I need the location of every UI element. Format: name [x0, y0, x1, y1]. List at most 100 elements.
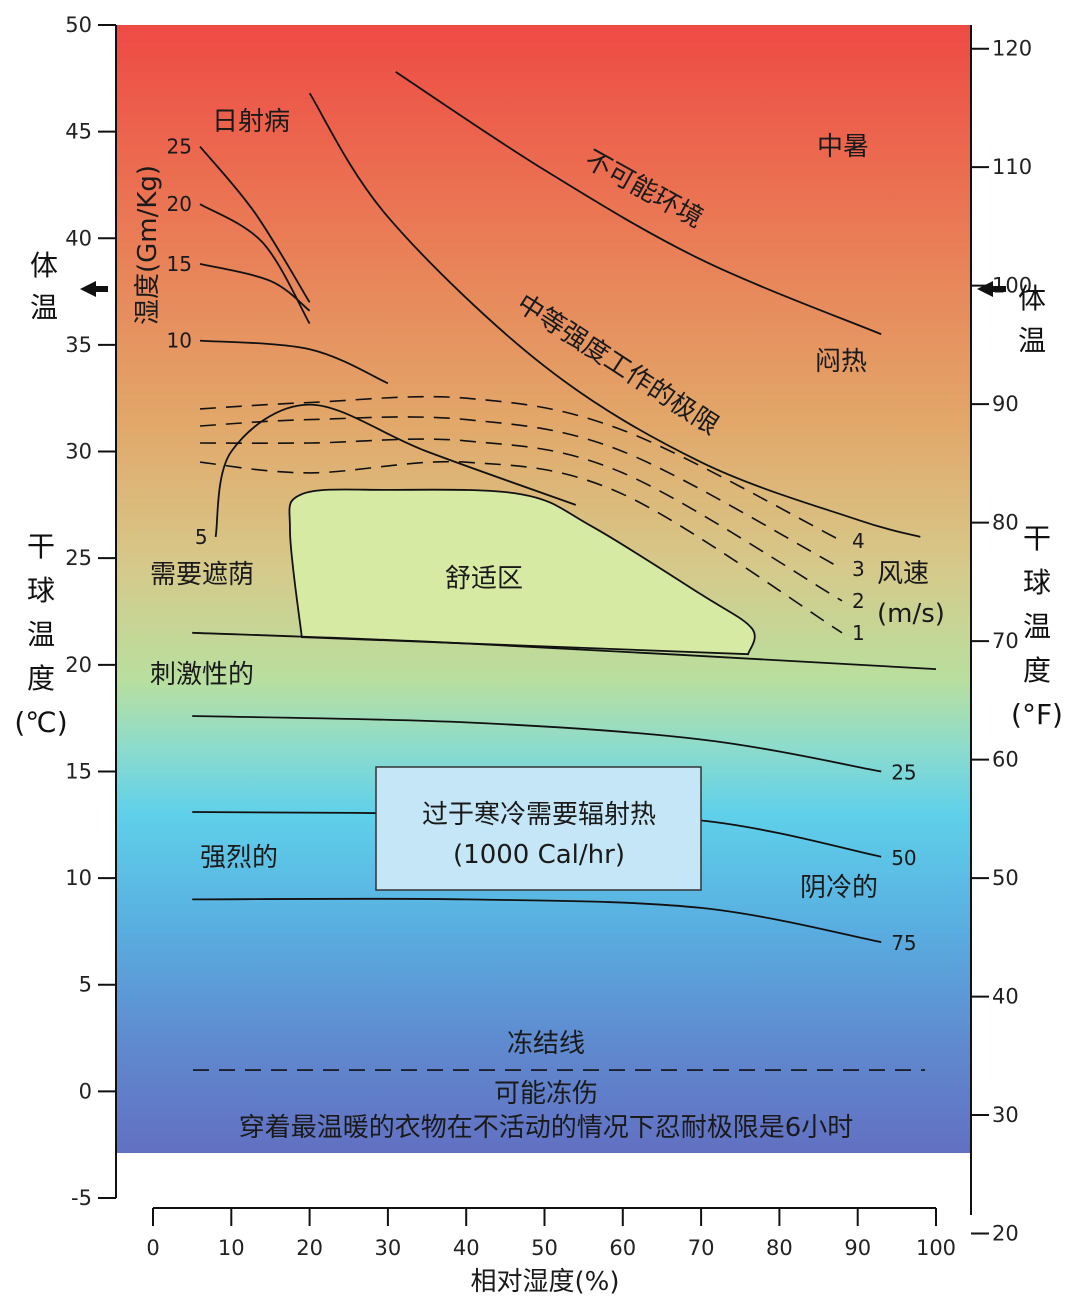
body-temp-right-label: 体温 [1018, 282, 1046, 357]
radiant-heat-curve [192, 897, 882, 943]
right-tick-label: 90 [992, 392, 1019, 416]
left-tick-label: 35 [65, 333, 92, 357]
leftYLabel-char: (℃) [14, 706, 67, 739]
bottom-note: 穿着最温暖的衣物在不活动的情况下忍耐极限是6小时 [239, 1113, 854, 1143]
leftYLabel-char: 度 [27, 662, 55, 695]
wind-speed-curve [199, 460, 843, 634]
wind-speed-curves: 4 3 2 1 [199, 395, 865, 645]
x-tick-label: 80 [766, 1236, 793, 1260]
right-axis-ticks: 20 30 40 50 60 70 80 90 100 110 120 [971, 37, 1032, 1246]
wind-speed-label: 4 [852, 529, 865, 553]
left-axis-ticks: -5 0 5 10 15 20 25 30 35 40 45 50 [65, 13, 116, 1210]
radiant-heat-label: 75 [891, 931, 916, 955]
left-tick-label: 20 [65, 653, 92, 677]
left-tick-label: 10 [65, 866, 92, 890]
humidity-curve [199, 146, 311, 303]
left-tick-label: 30 [65, 440, 92, 464]
humidity-curve-label: 5 [195, 525, 208, 549]
right-tick-label: 40 [992, 985, 1019, 1009]
radiant-heat-curve [192, 715, 882, 773]
boundary-curves [192, 71, 937, 670]
left-tick-label: 15 [65, 759, 92, 783]
bodyTempLeft-char: 温 [30, 291, 58, 324]
too-cold-box [375, 766, 702, 891]
boundary-curve [308, 92, 921, 538]
humidity-curve [199, 203, 311, 325]
x-tick-label: 100 [916, 1236, 956, 1260]
left-tick-label: 25 [65, 546, 92, 570]
comfort-zone-area [288, 488, 756, 656]
right-tick-label: 110 [992, 155, 1032, 179]
left-tick-label: 45 [65, 120, 92, 144]
x-tick-label: 50 [531, 1236, 558, 1260]
x-tick-label: 90 [844, 1236, 871, 1260]
body-temp-left-label: 体温 [30, 249, 58, 324]
rightYLabel-char: 度 [1023, 654, 1051, 687]
right-tick-label: 80 [992, 511, 1019, 535]
label-sunstroke: 日射病 [212, 107, 290, 137]
boundary-curve [192, 631, 937, 670]
right-tick-label: 60 [992, 748, 1019, 772]
label-strong: 强烈的 [200, 843, 278, 873]
bodyTempLeft-char: 体 [30, 249, 58, 282]
rightYLabel-char: 干 [1023, 522, 1051, 555]
wind-speed-curve [199, 438, 843, 602]
x-tick-label: 30 [375, 1236, 402, 1260]
humidity-curve [199, 339, 389, 385]
humidity-curve-label: 15 [167, 252, 192, 276]
leftYLabel-char: 球 [27, 574, 55, 607]
label-chilly: 阴冷的 [800, 873, 878, 903]
x-tick-label: 0 [146, 1236, 159, 1260]
label-irritating: 刺激性的 [150, 660, 254, 690]
left-tick-label: 40 [65, 226, 92, 250]
rightYLabel-char: (°F) [1011, 698, 1063, 731]
rightYLabel-char: 球 [1023, 566, 1051, 599]
wind-speed-curve [199, 416, 843, 570]
left-tick-label: 5 [79, 973, 92, 997]
boundary-curve [395, 71, 882, 336]
left-tick-label: 0 [79, 1079, 92, 1103]
rightYLabel-char: 温 [1023, 610, 1051, 643]
left-tick-label: -5 [71, 1186, 92, 1210]
right-tick-label: 50 [992, 866, 1019, 890]
right-tick-label: 120 [992, 37, 1032, 61]
bodyTempRight-char: 体 [1018, 282, 1046, 315]
label-frostbite: 可能冻伤 [494, 1079, 598, 1109]
label-need-shade: 需要遮荫 [150, 560, 254, 590]
x-tick-label: 20 [296, 1236, 323, 1260]
label-wind-speed-unit: (m/s) [877, 599, 945, 629]
label-muggy: 闷热 [815, 347, 867, 377]
right-tick-label: 100 [992, 274, 1032, 298]
left-tick-label: 50 [65, 13, 92, 37]
bodyTempRight-char: 温 [1018, 324, 1046, 357]
right-tick-label: 30 [992, 1103, 1019, 1127]
x-axis-ticks: 0 10 20 30 40 50 60 70 80 90 100 [146, 1208, 956, 1260]
label-heatstroke: 中暑 [817, 132, 869, 162]
right-tick-label: 20 [992, 1222, 1019, 1246]
humidity-curve-label: 10 [167, 329, 192, 353]
right-tick-label: 70 [992, 629, 1019, 653]
humidity-curve [214, 403, 577, 538]
too-cold-text-line2: (1000 Cal/hr) [453, 840, 625, 870]
humidity-curve-label: 25 [167, 135, 192, 159]
wind-speed-label: 3 [852, 557, 865, 581]
wind-speed-curve [199, 395, 843, 542]
x-tick-label: 40 [453, 1236, 480, 1260]
radiant-heat-curves: 25 50 75 [192, 715, 917, 955]
label-wind-speed: 风速 [877, 559, 929, 589]
humidity-curves: 25 20 15 10 5 [167, 135, 577, 549]
radiant-heat-label: 25 [891, 760, 916, 784]
x-tick-label: 60 [609, 1236, 636, 1260]
body-temp-left-arrow [80, 281, 108, 297]
humidity-curve-label: 20 [167, 192, 192, 216]
too-cold-text-line1: 过于寒冷需要辐射热 [422, 800, 656, 830]
leftYLabel-char: 干 [27, 530, 55, 563]
leftYLabel-char: 温 [27, 618, 55, 651]
humidity-axis-label: 湿度(Gm/Kg) [133, 165, 163, 325]
x-axis-title: 相对湿度(%) [471, 1267, 620, 1297]
label-comfort-zone: 舒适区 [445, 564, 523, 594]
humidity-curve [199, 263, 311, 312]
